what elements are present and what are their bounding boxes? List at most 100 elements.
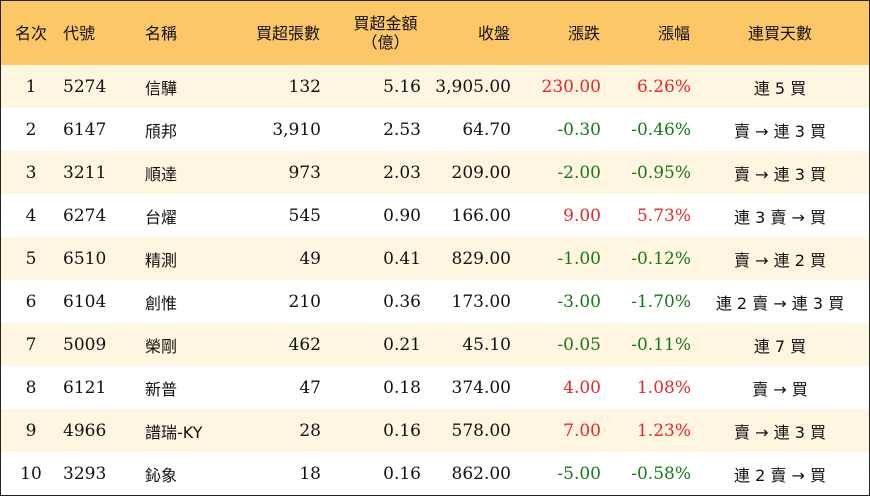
cell-name: 譜瑞-KY [145,422,203,442]
cell-buy-lots: 18 [299,463,321,484]
cell-streak: 連 2 賣 → 買 [734,465,826,485]
cell-change: 230.00 [541,76,601,97]
cell-buy-amount: 0.16 [383,420,421,441]
table-row: 1 5274 信驊 132 5.16 3,905.00 230.00 6.26% 連 5 買 [1,65,869,108]
header-buy-amount: 買超金額 （億） [321,1,421,65]
header-change-pct: 漲幅 [657,23,690,43]
cell-close: 173.00 [451,291,511,312]
table-body: 1 5274 信驊 132 5.16 3,905.00 230.00 6.26% 連 5 買 2 6… [1,65,869,495]
header-rank: 名次 [14,23,47,43]
cell-buy-lots: 132 [288,76,321,97]
cell-buy-amount: 2.53 [383,119,421,140]
cell-buy-lots: 973 [288,162,321,183]
cell-buy-lots: 28 [299,420,321,441]
cell-close: 209.00 [451,162,511,183]
cell-name: 精測 [145,250,178,270]
cell-close: 3,905.00 [435,76,511,97]
cell-change: -0.05 [557,334,601,355]
table-row: 6 6104 創惟 210 0.36 173.00 -3.00 -1.70% 連 2 賣 → 連… [1,280,869,323]
cell-rank: 3 [25,162,37,183]
table-row: 10 3293 鈊象 18 0.16 862.00 -5.00 -0.58% 連 2 賣 → 買 [1,452,869,495]
cell-close: 862.00 [451,463,511,484]
cell-close: 829.00 [451,248,511,269]
cell-buy-amount: 0.90 [383,205,421,226]
cell-buy-lots: 3,910 [272,119,321,140]
cell-streak: 賣 → 連 3 買 [734,121,826,141]
cell-rank: 8 [25,377,37,398]
header-name: 名稱 [145,23,178,43]
cell-buy-amount: 0.16 [383,463,421,484]
cell-change: -1.00 [557,248,601,269]
cell-rank: 6 [25,291,37,312]
cell-name: 台燿 [145,207,178,227]
cell-buy-lots: 47 [299,377,321,398]
table-row: 5 6510 精測 49 0.41 829.00 -1.00 -0.12% 賣 → 連 2 買 [1,237,869,280]
cell-streak: 賣 → 連 2 買 [734,250,826,270]
cell-change-pct: 1.23% [636,420,691,441]
cell-name: 順達 [145,164,178,184]
cell-change-pct: -0.46% [631,119,691,140]
cell-name: 新普 [145,379,178,399]
header-change: 漲跌 [567,23,600,43]
cell-change-pct: 6.26% [636,76,691,97]
cell-rank: 9 [25,420,37,441]
cell-code: 6147 [63,119,107,140]
cell-code: 6274 [63,205,107,226]
cell-close: 166.00 [451,205,511,226]
table-row: 4 6274 台燿 545 0.90 166.00 9.00 5.73% 連 3 賣 → 買 [1,194,869,237]
cell-change-pct: 5.73% [636,205,691,226]
cell-buy-amount: 0.18 [383,377,421,398]
cell-close: 578.00 [451,420,511,441]
cell-streak: 賣 → 連 3 買 [734,422,826,442]
cell-close: 374.00 [451,377,511,398]
table-row: 9 4966 譜瑞-KY 28 0.16 578.00 7.00 1.23% 賣 → 連 3 買 [1,409,869,452]
cell-code: 6104 [63,291,107,312]
cell-streak: 連 2 賣 → 連 3 買 [715,293,845,313]
cell-code: 5274 [63,76,107,97]
cell-rank: 5 [25,248,37,269]
cell-change: -2.00 [557,162,601,183]
cell-rank: 4 [25,205,37,226]
cell-change: 9.00 [563,205,601,226]
header-code: 代號 [63,23,96,43]
cell-streak: 連 7 買 [753,336,807,356]
cell-name: 鈊象 [145,465,178,485]
cell-change-pct: -0.58% [631,463,691,484]
cell-code: 3293 [63,463,107,484]
cell-buy-amount: 2.03 [383,162,421,183]
cell-buy-amount: 0.41 [383,248,421,269]
header-close: 收盤 [477,23,510,43]
cell-change-pct: -1.70% [631,291,691,312]
cell-change: -0.30 [557,119,601,140]
cell-change-pct: -0.11% [631,334,691,355]
cell-rank: 1 [25,76,37,97]
cell-name: 榮剛 [145,336,178,356]
header-buy-amount-line2: （億） [361,33,410,52]
cell-code: 5009 [63,334,107,355]
cell-streak: 賣 → 買 [752,379,808,399]
cell-change-pct: -0.95% [631,162,691,183]
header-buy-amount-line1: 買超金額 [353,14,418,33]
table-row: 7 5009 榮剛 462 0.21 45.10 -0.05 -0.11% 連 7 買 [1,323,869,366]
header-buy-lots: 買超張數 [255,23,320,43]
cell-streak: 連 5 買 [753,78,807,98]
table-row: 8 6121 新普 47 0.18 374.00 4.00 1.08% 賣 → 買 [1,366,869,409]
cell-buy-lots: 545 [288,205,321,226]
cell-buy-amount: 0.21 [383,334,421,355]
header-streak: 連買天數 [747,23,812,43]
cell-close: 64.70 [462,119,511,140]
cell-name: 頎邦 [145,121,178,141]
cell-buy-amount: 0.36 [383,291,421,312]
cell-change: 7.00 [563,420,601,441]
cell-buy-lots: 210 [288,291,321,312]
cell-code: 4966 [63,420,107,441]
cell-rank: 7 [25,334,37,355]
cell-buy-lots: 49 [299,248,321,269]
cell-close: 45.10 [462,334,511,355]
cell-buy-lots: 462 [288,334,321,355]
cell-buy-amount: 5.16 [383,76,421,97]
cell-name: 創惟 [145,293,178,313]
cell-change-pct: -0.12% [631,248,691,269]
